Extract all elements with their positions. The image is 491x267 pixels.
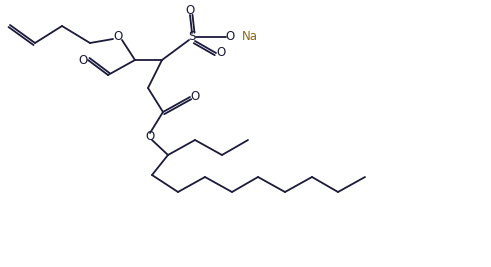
Text: O: O [79, 53, 87, 66]
Text: Na: Na [242, 30, 258, 44]
Text: O: O [186, 3, 194, 17]
Text: S: S [189, 30, 196, 44]
Text: O: O [113, 30, 123, 44]
Text: O: O [217, 46, 226, 60]
Text: O: O [225, 30, 235, 44]
Text: O: O [191, 91, 200, 104]
Text: O: O [145, 131, 155, 143]
